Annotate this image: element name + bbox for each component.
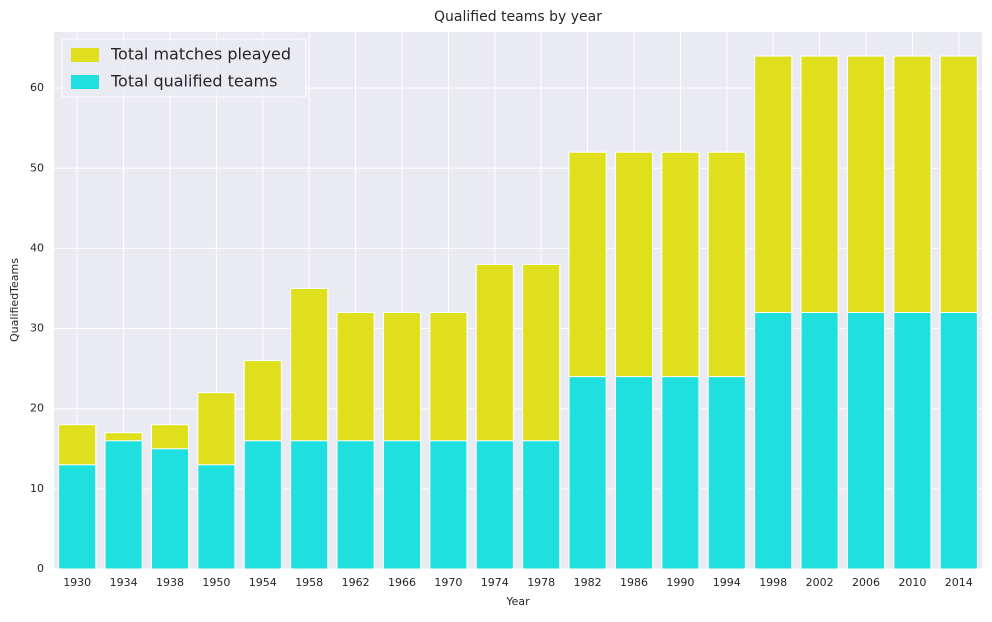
bar: [846, 312, 886, 570]
legend-label: Total qualified teams: [110, 72, 277, 91]
bar: [707, 376, 746, 570]
x-tick-label: 1974: [481, 576, 509, 589]
bar: [104, 440, 143, 570]
bar: [290, 440, 329, 570]
bar: [893, 312, 932, 570]
x-tick-label: 1934: [110, 576, 138, 589]
y-axis-label: QualifiedTeams: [8, 258, 21, 342]
legend-swatch: [71, 75, 99, 89]
y-tick-label: 40: [30, 241, 44, 254]
bar: [58, 464, 97, 570]
x-tick-label: 1950: [202, 576, 230, 589]
x-tick-label: 2002: [806, 576, 834, 589]
bar: [568, 376, 607, 570]
x-tick-label: 2010: [898, 576, 926, 589]
y-tick-label: 50: [30, 161, 44, 174]
bar: [939, 312, 978, 570]
bar: [382, 440, 422, 570]
x-tick-label: 2006: [852, 576, 880, 589]
bar: [243, 440, 282, 570]
y-tick-label: 10: [30, 482, 44, 495]
x-tick-label: 1986: [620, 576, 648, 589]
y-tick-label: 60: [30, 81, 44, 94]
legend-swatch: [71, 48, 99, 62]
bar: [614, 376, 654, 570]
legend-box: [61, 38, 307, 98]
x-tick-label: 1938: [156, 576, 184, 589]
chart-title: Qualified teams by year: [434, 9, 602, 25]
bar: [754, 312, 793, 570]
x-tick-label: 1954: [249, 576, 277, 589]
bar: [429, 440, 468, 570]
bar: [800, 312, 839, 570]
bar: [522, 440, 561, 570]
y-tick-label: 30: [30, 322, 44, 335]
bar: [150, 448, 190, 570]
x-tick-label: 1998: [759, 576, 787, 589]
bar: [336, 440, 375, 570]
x-tick-label: 1990: [666, 576, 694, 589]
x-tick-label: 1970: [434, 576, 462, 589]
x-tick-label: 1994: [713, 576, 741, 589]
bar: [661, 376, 700, 570]
bar: [475, 440, 514, 570]
legend-label: Total matches pleayed: [110, 45, 291, 64]
y-tick-label: 20: [30, 402, 44, 415]
x-tick-label: 1930: [63, 576, 91, 589]
bar: [197, 464, 236, 570]
x-axis-label: Year: [505, 595, 530, 608]
y-tick-label: 0: [37, 562, 44, 575]
x-tick-label: 1982: [574, 576, 602, 589]
x-tick-label: 1978: [527, 576, 555, 589]
x-tick-label: 2014: [945, 576, 973, 589]
x-tick-label: 1966: [388, 576, 416, 589]
x-tick-label: 1962: [342, 576, 370, 589]
x-tick-label: 1958: [295, 576, 323, 589]
